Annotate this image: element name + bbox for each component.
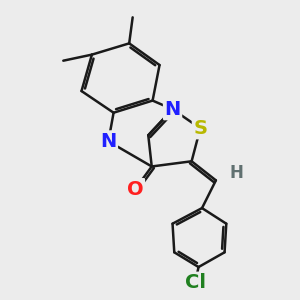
- Text: Cl: Cl: [184, 273, 206, 292]
- Text: N: N: [164, 100, 181, 119]
- Text: N: N: [100, 132, 116, 151]
- Text: S: S: [193, 119, 207, 138]
- Text: O: O: [127, 179, 144, 199]
- Text: H: H: [230, 164, 244, 182]
